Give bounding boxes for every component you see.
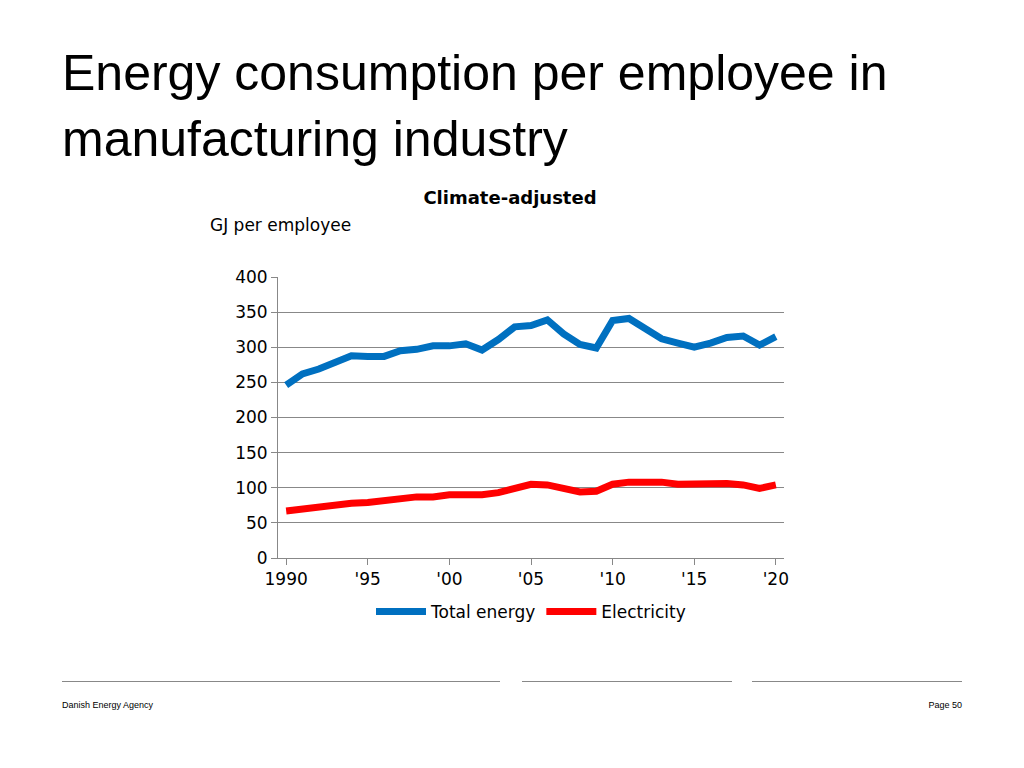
svg-text:'95: '95 bbox=[355, 569, 381, 589]
svg-text:'15: '15 bbox=[681, 569, 707, 589]
svg-text:'05: '05 bbox=[518, 569, 544, 589]
svg-text:'20: '20 bbox=[763, 569, 789, 589]
svg-text:0: 0 bbox=[257, 548, 268, 568]
svg-text:50: 50 bbox=[246, 513, 268, 533]
html-text:Danish Energy Agency: Danish Energy Agency bbox=[62, 700, 154, 710]
svg-text:300: 300 bbox=[235, 337, 267, 357]
svg-text:'00: '00 bbox=[436, 569, 462, 589]
svg-text:150: 150 bbox=[235, 443, 267, 463]
svg-text:1990: 1990 bbox=[265, 569, 308, 589]
svg-text:400: 400 bbox=[235, 267, 267, 287]
html-text:Energy consumption per employe: Energy consumption per employee in manuf… bbox=[62, 45, 888, 167]
svg-text:GJ per employee: GJ per employee bbox=[210, 215, 351, 235]
svg-text:200: 200 bbox=[235, 407, 267, 427]
svg-text:'10: '10 bbox=[599, 569, 625, 589]
svg-text:Electricity: Electricity bbox=[601, 602, 685, 622]
svg-text:350: 350 bbox=[235, 302, 267, 322]
svg-text:Climate-adjusted: Climate-adjusted bbox=[423, 187, 596, 208]
html-text:Page 50: Page 50 bbox=[928, 700, 962, 710]
svg-text:Total energy: Total energy bbox=[430, 602, 535, 622]
svg-text:100: 100 bbox=[235, 478, 267, 498]
svg-text:250: 250 bbox=[235, 372, 267, 392]
